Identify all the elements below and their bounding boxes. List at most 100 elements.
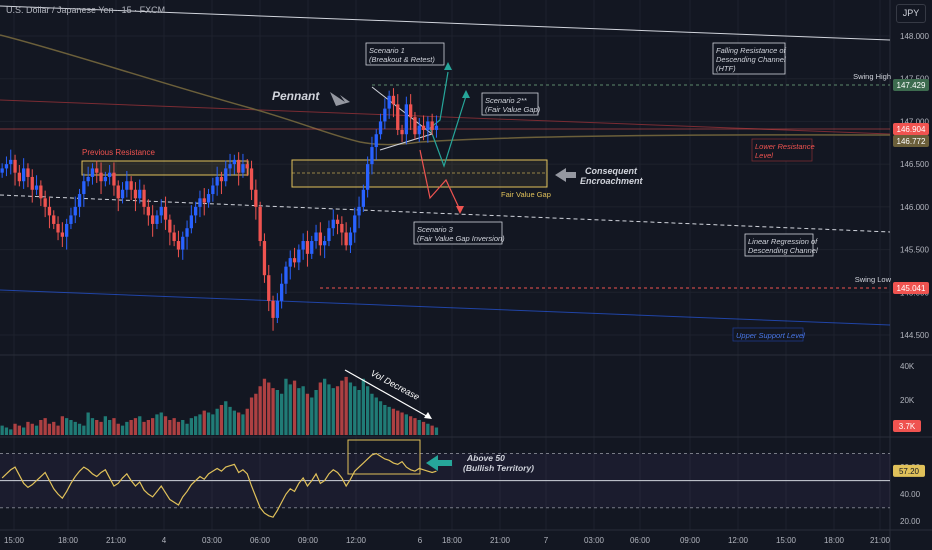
candle-body [284, 266, 288, 284]
time-tick-label: 09:00 [680, 536, 701, 545]
scenario2-text: Scenario 2** [485, 96, 528, 105]
candle-body [314, 232, 318, 242]
volume-bar [90, 418, 95, 435]
price-tick-label: 147.000 [900, 117, 929, 126]
time-tick-label: 12:00 [346, 536, 367, 545]
time-tick-label: 21:00 [870, 536, 891, 545]
volume-bar [52, 421, 56, 435]
rsi-tick-label: 40.00 [900, 490, 921, 499]
volume-bar [172, 418, 176, 435]
candle-body [69, 215, 73, 224]
volume-bar [34, 425, 39, 435]
volume-bar [43, 418, 47, 435]
volume-bar [82, 425, 86, 435]
candle-body [129, 181, 133, 190]
candle-body [146, 206, 150, 216]
volume-bar [267, 382, 271, 435]
volume-bar [138, 416, 142, 435]
volume-bar [361, 378, 365, 435]
volume-bar [168, 420, 172, 435]
currency-button[interactable]: JPY [896, 4, 926, 23]
fvg-label: Fair Value Gap [501, 190, 551, 199]
price-tick-label: 145.500 [900, 246, 929, 255]
volume-bar [417, 420, 421, 435]
candle-body [327, 228, 331, 242]
volume-bar [335, 386, 340, 435]
falling-resistance-box [712, 42, 786, 75]
falling-resistance-text: Falling Resistance of [716, 46, 787, 55]
scenario1-text: Scenario 1 [369, 46, 405, 55]
price-tag-value: 147.429 [897, 81, 926, 90]
candle-body [82, 181, 86, 195]
volume-bar [323, 378, 327, 435]
upper-support-line [0, 289, 891, 326]
volume-bar [288, 384, 292, 435]
price-tag [893, 282, 929, 294]
volume-bar [181, 420, 185, 435]
volume-bar [99, 421, 103, 435]
volume-bar [245, 408, 249, 435]
scenario3-box [413, 221, 503, 245]
volume-bar [305, 393, 310, 435]
candle-body [9, 159, 13, 165]
candle-body [215, 176, 219, 186]
volume-bar [353, 386, 357, 435]
volume-bar [95, 420, 99, 435]
annotations: Pennant Scenario 1(Breakout & Retest) Scen… [82, 42, 818, 473]
time-tick-label: 09:00 [298, 536, 319, 545]
volume-bar [284, 378, 288, 435]
volume-bar [383, 405, 387, 435]
vol-decrease-label: Vol Decrease [369, 368, 421, 402]
candle-body [288, 258, 292, 267]
candle-body [275, 300, 279, 318]
price-tag [893, 135, 929, 147]
arrow-left-icon [426, 455, 452, 471]
volume-bar [254, 393, 258, 435]
volume-bar [275, 390, 279, 435]
volume-bar [366, 386, 370, 435]
candle-body [95, 168, 99, 173]
volume-bar [13, 423, 17, 435]
candle-body [116, 185, 120, 199]
volume-bar [112, 418, 116, 435]
scenario3-text: Scenario 3 [417, 225, 454, 234]
volume-bar [357, 390, 361, 435]
volume-bar [185, 423, 189, 435]
volume-bar [237, 412, 241, 435]
volume-bar [344, 376, 348, 435]
candle-body [219, 176, 224, 182]
candle-body [133, 189, 138, 199]
rsi-panel [0, 439, 890, 518]
candle-body [331, 219, 335, 229]
candle-body [151, 215, 155, 224]
volume-bar [146, 420, 150, 435]
candle-body [430, 121, 434, 130]
price-tag-value: 145.041 [897, 284, 926, 293]
volume-bar [228, 406, 232, 435]
volume-bar [310, 397, 314, 435]
time-tick-label: 03:00 [202, 536, 223, 545]
price-tick-label: 146.500 [900, 160, 929, 169]
candle-body [176, 241, 181, 250]
candle-body [340, 223, 344, 233]
candle-body [258, 206, 262, 242]
candle-body [323, 241, 327, 246]
candle-body [65, 223, 69, 237]
volume-bar [426, 423, 430, 435]
candle-body [374, 134, 378, 148]
candle-body [202, 198, 206, 203]
lower-resistance-box [751, 138, 813, 162]
candle-body [297, 249, 301, 263]
scenario1-text: (Breakout & Retest) [369, 55, 435, 64]
volume-bars [0, 369, 439, 435]
candle-body [60, 232, 64, 237]
volume-bar [211, 414, 215, 435]
consequent-label: Encroachment [580, 176, 644, 186]
price-tag [893, 79, 929, 91]
candle-body [391, 95, 396, 105]
candle-body [421, 125, 426, 130]
price-tag-value: 146.904 [897, 125, 926, 134]
time-tick-label: 18:00 [58, 536, 79, 545]
